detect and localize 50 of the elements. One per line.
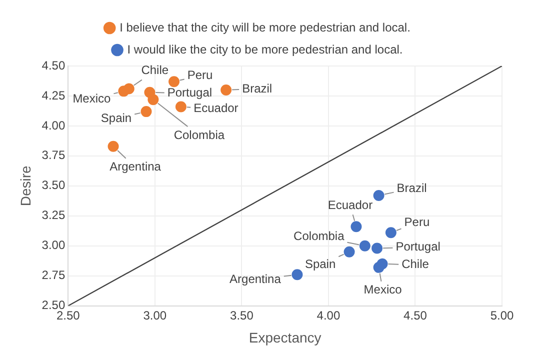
- point: [220, 84, 232, 96]
- y-tick-label: 3.75: [42, 148, 66, 162]
- point: [350, 221, 362, 232]
- annotation: Ecuador: [194, 101, 238, 116]
- y-tick-label: 4.00: [42, 118, 66, 132]
- x-tick-label: 4.00: [316, 308, 340, 322]
- y-tick-label: 3.00: [42, 238, 66, 252]
- y-tick-label: 2.75: [42, 268, 66, 282]
- annotation: Portugal: [396, 240, 440, 254]
- annotation: Spain: [304, 257, 336, 272]
- point: [385, 227, 396, 238]
- y-tick-label: 4.25: [42, 88, 66, 102]
- annotation: Chile: [141, 63, 169, 78]
- annotation: Spain: [100, 110, 132, 125]
- point: [118, 86, 130, 97]
- annotation: Argentina: [110, 160, 162, 174]
- point: [373, 262, 384, 273]
- point: [372, 242, 383, 254]
- annotation: Chile: [402, 257, 430, 272]
- point: [168, 76, 180, 88]
- annotation: Colombia: [294, 229, 345, 244]
- annotation: Ecuador: [328, 198, 373, 212]
- legend-label: I believe that the city will be more pedestrian and local.: [120, 20, 410, 34]
- annotation: Brazil: [396, 180, 427, 195]
- annotation: Portugal: [167, 86, 212, 100]
- y-axis-title: Desire: [17, 165, 34, 206]
- point: [344, 246, 355, 258]
- y-tick-label: 4.50: [42, 58, 66, 72]
- y-tick-label: 3.50: [42, 178, 66, 192]
- y-tick-label: 3.25: [42, 208, 66, 222]
- x-tick-label: 5.00: [490, 308, 514, 322]
- point: [108, 140, 119, 152]
- annotation: Peru: [187, 68, 213, 82]
- x-tick-label: 3.50: [230, 308, 254, 322]
- point: [144, 86, 156, 98]
- annotation: Colombia: [174, 128, 225, 142]
- point: [373, 190, 384, 201]
- annotation: Mexico: [72, 91, 112, 106]
- annotation: Argentina: [230, 272, 282, 286]
- x-tick-label: 3.00: [143, 308, 167, 322]
- legend-label: I would like the city to be more pedestrian and local.: [127, 42, 403, 56]
- x-axis-title: Expectancy: [248, 329, 322, 346]
- annotation: Brazil: [242, 81, 272, 96]
- point: [140, 106, 152, 118]
- annotation: Peru: [404, 214, 430, 229]
- point: [175, 101, 186, 112]
- annotation: Mexico: [364, 282, 402, 297]
- point: [292, 269, 303, 280]
- x-tick-label: 4.50: [404, 308, 428, 322]
- point: [359, 240, 370, 252]
